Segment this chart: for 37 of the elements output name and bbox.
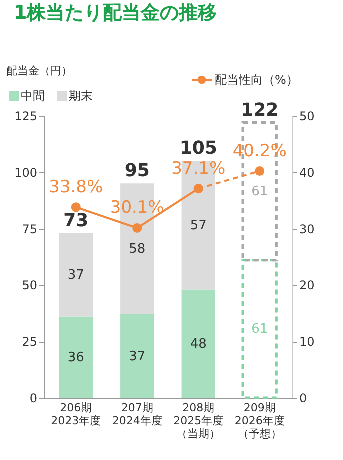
- y-tick-label: 25: [22, 335, 38, 350]
- x-tick-label: 207期2024年度: [112, 402, 162, 428]
- y2-tick-label: 50: [300, 110, 315, 124]
- y-tick-label: 100: [14, 166, 38, 180]
- data-label: 36: [68, 350, 84, 366]
- data-label: 57: [190, 218, 207, 234]
- total-label: 122: [241, 100, 279, 121]
- x-tick-label: 208期2025年度（当期）: [174, 402, 224, 440]
- data-label: 37: [129, 349, 146, 364]
- data-label: 40.2%: [232, 141, 287, 162]
- y-tick-label: 50: [22, 278, 38, 293]
- data-label: 61: [252, 322, 268, 338]
- data-label: 37: [68, 268, 84, 284]
- total-label: 95: [124, 160, 150, 182]
- legend-label: 配当性向（%）: [215, 73, 298, 87]
- y2-tick-label: 20: [300, 278, 315, 293]
- y2-tick-label: 10: [300, 335, 315, 350]
- x-tick-label: 209期2026年度（予想）: [234, 402, 285, 440]
- y-tick-label: 0: [30, 392, 38, 406]
- data-label: 48: [190, 336, 207, 352]
- data-label: 30.1%: [110, 198, 164, 218]
- data-label: 61: [252, 184, 268, 200]
- total-label: 105: [180, 138, 218, 160]
- y2-tick-label: 0: [300, 392, 308, 406]
- y2-tick-label: 30: [300, 222, 315, 236]
- y-tick-label: 75: [22, 222, 38, 236]
- chart-title: 1株当たり配当金の推移: [14, 2, 218, 24]
- x-tick-label: 206期2023年度: [51, 402, 102, 428]
- y2-tick-label: 40: [300, 166, 315, 180]
- data-label: 37.1%: [172, 158, 226, 179]
- data-label: 33.8%: [49, 177, 104, 198]
- y-axis-title: 配当金（円）: [6, 64, 72, 78]
- legend-label: 中間: [21, 89, 45, 103]
- total-label: 73: [64, 210, 89, 232]
- data-label: 58: [129, 242, 146, 258]
- y-tick-label: 125: [14, 110, 38, 124]
- legend-label: 期末: [69, 89, 93, 103]
